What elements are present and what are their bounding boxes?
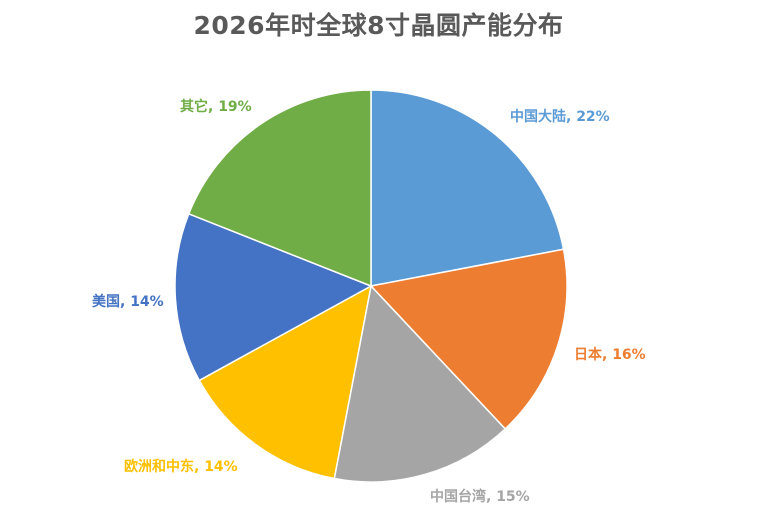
slice-label-2: 日本, 16% [574, 347, 646, 363]
slice-label-6: 其它, 19% [180, 99, 252, 115]
slice-label-5: 美国, 14% [92, 294, 164, 310]
pie-slice-6 [187, 89, 372, 288]
pie-slice-3 [333, 284, 507, 483]
pie-slice-4 [198, 284, 373, 480]
slice-label-1: 中国大陆, 22% [510, 109, 610, 125]
pie-slice-2 [369, 248, 568, 430]
pie-slice-1 [370, 89, 565, 287]
slice-label-4: 欧洲和中东, 14% [124, 459, 238, 475]
chart-title: 2026年时全球8寸晶圆产能分布 [193, 11, 564, 40]
pie-slice-5 [174, 212, 373, 382]
slice-label-3: 中国台湾, 15% [430, 489, 530, 505]
